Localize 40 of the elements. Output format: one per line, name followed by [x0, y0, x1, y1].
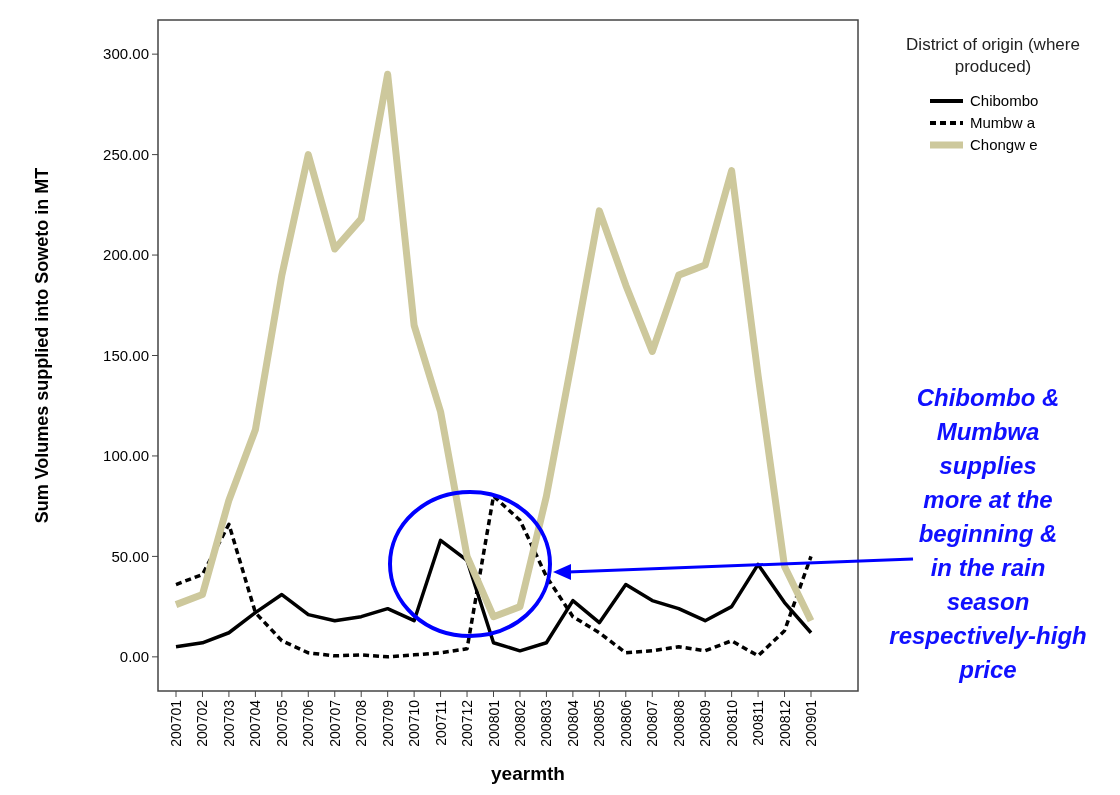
x-tick-label: 200806 — [617, 699, 634, 747]
x-tick-label: 200809 — [697, 699, 714, 747]
x-tick-label: 200804 — [564, 699, 581, 747]
y-tick-label: 300.00 — [103, 45, 149, 63]
x-tick-label: 200710 — [406, 699, 423, 747]
line-series — [174, 494, 813, 659]
y-tick-label: 250.00 — [103, 145, 149, 163]
x-tick-label: 200811 — [750, 699, 767, 746]
x-tick-label: 200805 — [591, 699, 608, 747]
x-tick-label: 200807 — [644, 699, 661, 747]
x-tick-label: 200703 — [220, 699, 237, 747]
x-tick-label: 200711 — [432, 699, 449, 746]
y-tick-label: 0.00 — [119, 648, 149, 666]
x-tick-label: 200706 — [300, 699, 317, 747]
x-tick-label: 200712 — [459, 699, 476, 747]
text: Chibombo & Mumbwa supplies more at the beginning & in the rain season respectively-high price — [889, 384, 1087, 683]
y-tick-label: 200.00 — [103, 246, 149, 264]
x-tick-label: 200801 — [485, 699, 502, 747]
x-tick-label: 200701 — [168, 699, 184, 747]
y-tick-label: 50.00 — [111, 547, 149, 565]
legend-label: Mumbw a — [970, 114, 1036, 132]
legend-title: District of origin (where produced) — [906, 35, 1080, 76]
x-tick-label: 200802 — [511, 699, 528, 747]
x-tick-label: 200803 — [538, 699, 555, 747]
y-tick-label: 150.00 — [103, 346, 149, 364]
x-tick-label: 200812 — [776, 699, 793, 747]
x-tick-label: 200709 — [379, 699, 396, 747]
x-tick-label: 200702 — [194, 699, 211, 747]
x-tick-label: 200704 — [247, 699, 264, 747]
x-tick-label: 200707 — [326, 699, 343, 747]
x-tick-label: 200705 — [273, 699, 290, 747]
x-tick-label: 200708 — [353, 699, 370, 747]
legend-label: Chongw e — [970, 136, 1038, 154]
x-axis-title: yearmth — [491, 763, 565, 784]
y-tick-label: 100.00 — [103, 447, 149, 465]
y-axis-title: Sum Volumes supplied into Soweto in MT — [32, 167, 52, 524]
x-tick-label: 200810 — [723, 699, 740, 747]
x-tick-label: 200901 — [803, 699, 819, 747]
legend-label: Chibombo — [970, 92, 1039, 110]
x-tick-label: 200808 — [670, 699, 687, 747]
